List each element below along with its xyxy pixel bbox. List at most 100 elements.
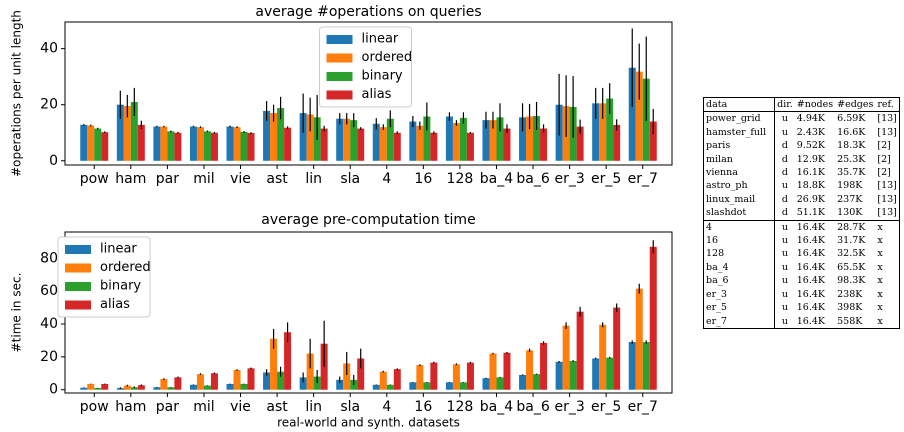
bar [123, 385, 131, 390]
table-cell: 98.3K [837, 275, 866, 287]
bar [277, 371, 285, 390]
bar [416, 125, 424, 161]
y-tick-label: 80 [40, 250, 58, 266]
bar [635, 71, 643, 161]
table-cell: [13] [877, 126, 897, 138]
bar [445, 116, 453, 161]
bar [174, 377, 182, 390]
table-cell: 16.4K [796, 261, 825, 273]
bar [306, 353, 314, 390]
y-tick-label: 40 [40, 41, 58, 57]
table-row: power_grid u 4.94K 6.59K [13] [703, 111, 900, 126]
bar [562, 325, 570, 390]
bar [482, 120, 490, 161]
table-cell: 51.1K [796, 207, 825, 219]
bar [226, 126, 234, 161]
table-cell: d [781, 207, 788, 219]
table-row: 128 u 16.4K 32.5K x [703, 247, 900, 261]
charts: average #operations on queries #operation… [10, 4, 673, 430]
x-tick-label: ast [266, 399, 288, 415]
bar [137, 385, 145, 390]
bar [496, 377, 504, 390]
bar [613, 124, 621, 161]
table-cell: d [781, 140, 788, 152]
table-row: hamster_full u 2.43K 16.6K [13] [703, 125, 900, 140]
bar [101, 383, 109, 390]
bar [533, 374, 541, 390]
table-cell: hamster_full [703, 125, 776, 140]
bar [240, 383, 248, 390]
y-axis-label: #operations per unit length [10, 10, 24, 177]
table-row: er_3 u 16.4K 238K x [703, 287, 900, 302]
table-cell: 237K [837, 193, 863, 205]
bar [409, 382, 417, 390]
bar [489, 353, 497, 390]
table-cell: 16.4K [794, 219, 836, 235]
legend-swatch [65, 263, 91, 273]
bar [233, 370, 241, 390]
table-cell: 65.5K [837, 261, 866, 273]
table-cell: 12.9K [796, 153, 825, 165]
bar [336, 379, 344, 390]
bar [203, 385, 211, 390]
bar [445, 382, 453, 390]
bar [372, 384, 380, 390]
table-cell: milan [703, 152, 776, 167]
legend-swatch [65, 300, 91, 310]
table-cell: x [877, 315, 883, 327]
table-cell: 558K [837, 315, 863, 327]
legend: linear ordered binary alias [319, 26, 412, 108]
table-cell: 2.43K [796, 126, 825, 138]
table-row: er_7 u 16.4K 558K x [703, 314, 900, 329]
table-cell: d [781, 193, 788, 205]
table-cell: ba_6 [703, 274, 776, 288]
table-cell: u [774, 219, 795, 235]
table-row: ba_4 u 16.4K 65.5K x [703, 260, 900, 275]
table-cell: x [877, 302, 883, 314]
bar [649, 246, 657, 390]
table-cell: 18.8K [796, 180, 825, 192]
y-tick-label: 0 [49, 382, 58, 398]
table-cell: u [781, 235, 788, 247]
bar [174, 132, 182, 161]
legend-box [57, 236, 151, 318]
table-row: 4 u 16.4K 28.7K x [703, 219, 900, 235]
table-cell: u [781, 288, 788, 300]
table-body: power_grid u 4.94K 6.59K [13] hamster_full u 2.… [703, 111, 900, 329]
bar [393, 369, 401, 390]
y-tick-label: 0 [49, 153, 58, 169]
legend-swatch [326, 53, 353, 63]
bar [393, 132, 401, 161]
table-cell: er_5 [703, 301, 776, 315]
bar [167, 387, 175, 390]
bar [210, 373, 218, 390]
bar [350, 120, 358, 161]
bar [116, 388, 124, 390]
x-tick-label: ast [266, 171, 288, 187]
bar [503, 128, 511, 161]
bar [189, 384, 197, 390]
table-cell: 4.94K [796, 113, 825, 125]
x-axis-label: real-world and synth. datasets [277, 416, 460, 430]
x-tick-label: ham [115, 171, 146, 187]
x-tick-label: vie [230, 171, 251, 187]
chart-title: average #operations on queries [255, 4, 481, 20]
table-cell: paris [703, 139, 776, 153]
bar [628, 342, 636, 390]
bar [284, 332, 292, 390]
table-row: paris d 9.52K 18.3K [2] [703, 139, 900, 153]
table-cell: power_grid [703, 111, 776, 126]
bar [270, 338, 278, 390]
table-cell: 16.4K [796, 315, 825, 327]
bar [247, 368, 255, 390]
bar [226, 383, 234, 390]
table-row: 16 u 16.4K 31.7K x [703, 234, 900, 248]
bar [116, 104, 124, 161]
bar [270, 113, 278, 161]
y-axis-label: #time in sec. [10, 273, 24, 353]
table-row: astro_ph u 18.8K 198K [13] [703, 179, 900, 193]
bar [489, 120, 497, 161]
bar [299, 113, 307, 161]
table-cell: 16.4K [796, 288, 825, 300]
table-cell: x [877, 275, 883, 287]
